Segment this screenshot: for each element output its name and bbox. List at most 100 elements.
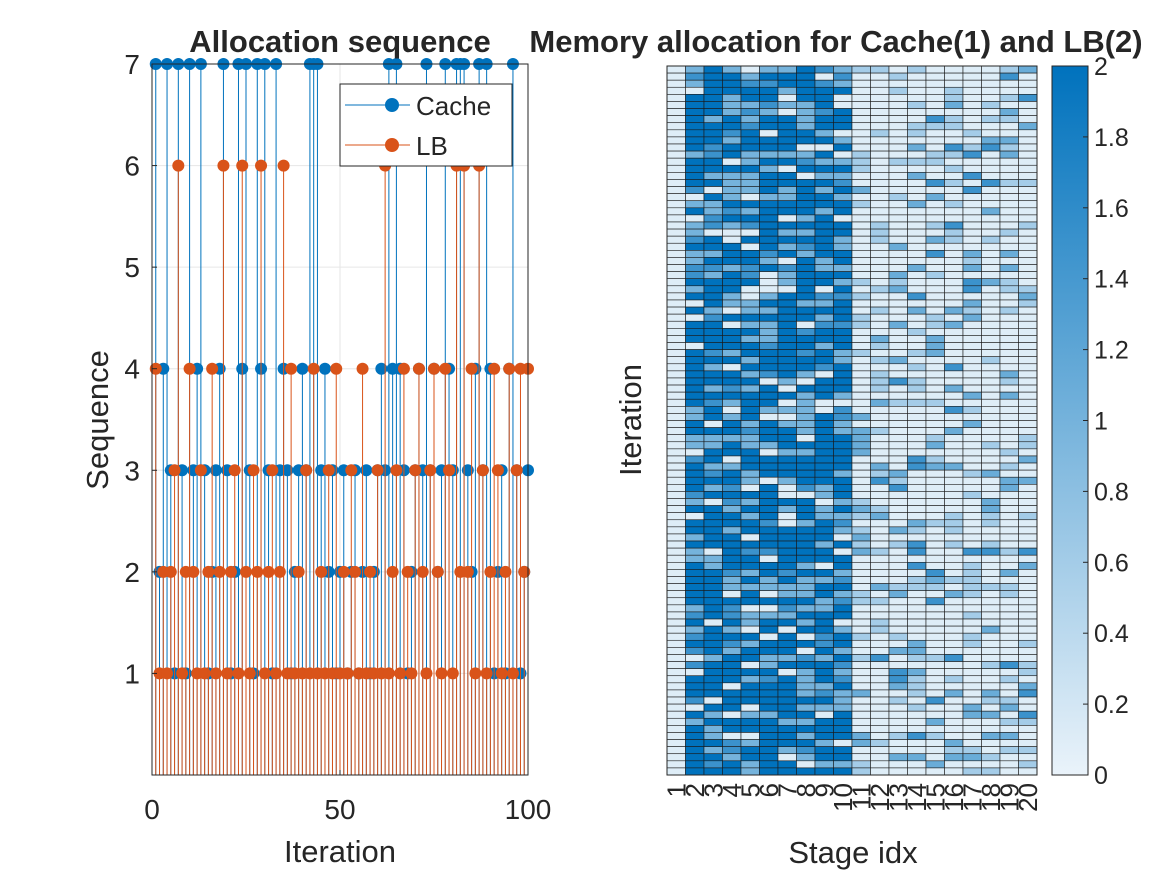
heatmap-cell — [703, 320, 723, 329]
heatmap-cell — [777, 547, 797, 556]
heatmap-cell — [740, 703, 760, 712]
heatmap-cell — [999, 760, 1019, 769]
heatmap-cell — [907, 717, 927, 726]
heatmap-cell — [944, 413, 964, 421]
heatmap-cell — [870, 398, 890, 407]
heatmap-cell — [703, 505, 723, 513]
legend-marker-cache — [385, 98, 399, 112]
heatmap-cell — [962, 547, 982, 556]
heatmap-cell — [740, 554, 760, 563]
heatmap-cell — [740, 200, 760, 209]
heatmap-cell — [703, 193, 723, 202]
heatmap-cell — [833, 320, 853, 329]
heatmap-cell — [870, 342, 890, 350]
heatmap-cell — [907, 526, 927, 535]
colorbar: 00.20.40.60.811.21.41.61.82 — [1051, 53, 1129, 790]
heatmap-cell — [999, 519, 1019, 528]
heatmap-cell — [999, 356, 1019, 365]
heatmap-cell — [1018, 604, 1038, 613]
heatmap-cell — [833, 271, 853, 279]
heatmap-cell — [722, 746, 742, 755]
heatmap-cell — [740, 526, 760, 535]
heatmap-cell — [1018, 79, 1038, 88]
heatmap-cell — [796, 278, 816, 287]
heatmap-cell — [703, 590, 723, 599]
stem-point — [307, 362, 320, 375]
heatmap-cell — [999, 278, 1019, 287]
heatmap-cell — [1018, 328, 1038, 336]
heatmap-cell — [907, 370, 927, 379]
heatmap-cell — [666, 271, 686, 279]
heatmap-cell — [703, 455, 723, 464]
heatmap-cell — [666, 122, 686, 131]
heatmap-cell — [740, 696, 760, 705]
heatmap-cell — [777, 86, 797, 95]
heatmap-cell — [796, 484, 816, 492]
heatmap-cell — [703, 498, 723, 506]
heatmap-cell — [796, 696, 816, 705]
heatmap-cell — [1018, 682, 1038, 691]
heatmap-cell — [870, 115, 890, 124]
heatmap-cell — [851, 498, 871, 506]
heatmap-cell — [777, 434, 797, 443]
heatmap-cell — [1018, 278, 1038, 287]
heatmap-cell — [1018, 632, 1038, 641]
heatmap-cell — [722, 157, 742, 166]
heatmap-cell — [925, 313, 945, 322]
heatmap-cell — [796, 732, 816, 740]
heatmap-cell — [944, 221, 964, 230]
heatmap-cell — [666, 79, 686, 88]
heatmap-cell — [944, 526, 964, 535]
heatmap-cell — [703, 398, 723, 407]
heatmap-cell — [722, 179, 742, 187]
heatmap-cell — [740, 79, 760, 88]
heatmap-cell — [870, 441, 890, 450]
heatmap-cell — [740, 115, 760, 124]
heatmap-cell — [833, 406, 853, 414]
heatmap-cell — [851, 342, 871, 350]
stem-point — [315, 565, 328, 578]
heatmap-cell — [1018, 136, 1038, 145]
heatmap-cell — [1018, 143, 1038, 152]
heatmap-cell — [907, 377, 927, 386]
heatmap-cell — [851, 448, 871, 457]
heatmap-cell — [925, 242, 945, 251]
heatmap-cell — [740, 342, 760, 350]
heatmap-cell — [740, 264, 760, 272]
heatmap-cell — [1018, 739, 1038, 747]
heatmap-cell — [999, 498, 1019, 506]
heatmap-x-tick-label: 2 — [680, 783, 710, 797]
heatmap-cell — [925, 86, 945, 95]
heatmap-cell — [777, 356, 797, 365]
heatmap-cell — [981, 732, 1001, 740]
heatmap-cell — [833, 689, 853, 698]
heatmap-cell — [888, 420, 908, 428]
heatmap-cell — [685, 214, 705, 223]
heatmap-cell — [944, 469, 964, 478]
heatmap-cell — [833, 746, 853, 755]
heatmap-cell — [722, 299, 742, 308]
heatmap-cell — [722, 760, 742, 769]
y-tick-label: 2 — [124, 557, 140, 588]
heatmap-cell — [925, 654, 945, 662]
heatmap-cell — [703, 164, 723, 173]
heatmap-cell — [759, 448, 779, 457]
heatmap-cell — [851, 675, 871, 684]
stem-point — [356, 362, 369, 375]
heatmap-cell — [888, 625, 908, 634]
heatmap-cell — [851, 200, 871, 209]
heatmap-cell — [814, 186, 834, 194]
heatmap-cell — [981, 328, 1001, 336]
stem-title: Allocation sequence — [189, 24, 490, 59]
heatmap-cell — [962, 108, 982, 116]
heatmap-cell — [999, 328, 1019, 336]
heatmap-cell — [925, 420, 945, 428]
heatmap-cell — [1018, 611, 1038, 620]
heatmap-cell — [685, 647, 705, 655]
heatmap-cell — [685, 639, 705, 648]
heatmap-cell — [944, 86, 964, 95]
stem-point — [187, 565, 200, 578]
heatmap-cell — [981, 491, 1001, 499]
heatmap-cell — [925, 115, 945, 124]
heatmap-cell — [907, 413, 927, 421]
